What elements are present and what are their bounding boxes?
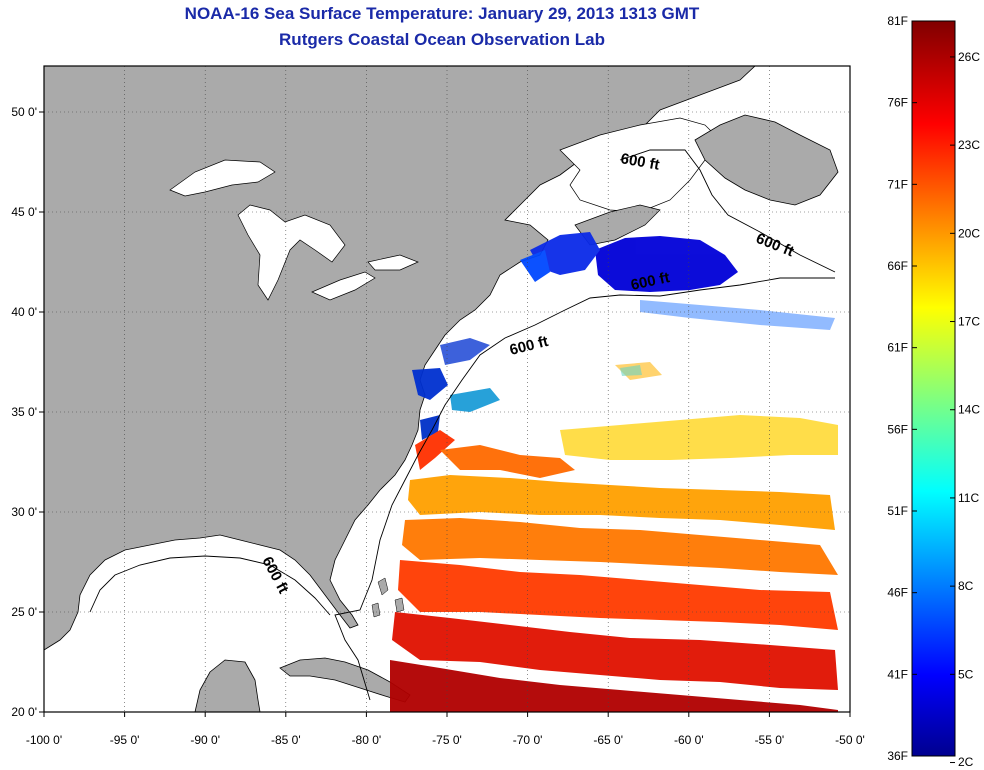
sst-data-layer [390,232,838,712]
colorbar-f-label: 51F [887,504,908,518]
colorbar-f-label: 46F [887,586,908,600]
colorbar-f-label: 41F [887,667,908,681]
lon-tick-label: -70 0' [513,733,543,747]
colorbar-f-label: 76F [887,96,908,110]
colorbar-fahrenheit-labels: 81F 76F 71F 66F 61F 56F 51F 46F 41F 36F [887,14,917,763]
isobath-label-north: 600 ft [619,150,661,174]
colorbar-c-label: 14C [958,403,980,417]
north-america-land [44,66,756,651]
colorbar-c-label: 8C [958,579,974,593]
colorbar-c-label: 20C [958,226,980,240]
map-title: NOAA-16 Sea Surface Temperature: January… [184,4,700,23]
lat-tick-label: 35 0' [11,405,37,419]
lon-tick-label: -50 0' [835,733,865,747]
lon-tick-label: -100 0' [26,733,62,747]
lon-tick-label: -90 0' [190,733,220,747]
yucatan-land [194,659,261,712]
bahamas-land [371,577,405,618]
lake-erie-ontario [311,254,419,301]
colorbar-gradient [911,20,956,757]
colorbar-f-label: 81F [887,14,908,28]
lake-superior [169,159,276,197]
lat-tick-label: 20 0' [11,705,37,719]
lat-tick-label: 40 0' [11,305,37,319]
lon-tick-label: -65 0' [593,733,623,747]
lon-tick-label: -80 0' [352,733,382,747]
colorbar-f-label: 61F [887,341,908,355]
isobath-contour-gulf [89,555,331,616]
colorbar-c-label: 2C [958,755,974,769]
colorbar: 81F 76F 71F 66F 61F 56F 51F 46F 41F 36F 26C 23C 20C… [887,14,980,769]
lon-tick-label: -75 0' [432,733,462,747]
colorbar-c-label: 17C [958,315,980,329]
colorbar-f-label: 36F [887,749,908,763]
lat-tick-label: 45 0' [11,205,37,219]
lon-tick-label: -85 0' [271,733,301,747]
map-subtitle: Rutgers Coastal Ocean Observation Lab [279,30,605,49]
isobath-contour-north [619,149,836,273]
longitude-axis: -100 0' -95 0' -90 0' -85 0' -80 0' -75 0' -70… [26,712,865,747]
colorbar-c-label: 11C [958,491,979,505]
lon-tick-label: -60 0' [674,733,704,747]
lake-michigan-huron [237,204,346,301]
colorbar-c-label: 5C [958,667,974,681]
colorbar-celsius-labels: 26C 23C 20C 17C 14C 11C 8C 5C 2C [950,50,980,769]
colorbar-f-label: 56F [887,422,908,436]
lat-tick-label: 30 0' [11,505,37,519]
colorbar-f-label: 71F [887,177,908,191]
lon-tick-label: -95 0' [110,733,140,747]
colorbar-c-label: 26C [958,50,980,64]
map-panel: 600 ft 600 ft 600 ft 600 ft 600 ft -100 … [11,65,865,747]
lat-tick-label: 25 0' [11,605,37,619]
newfoundland-land [694,114,839,206]
isobath-contour [334,277,835,701]
lat-tick-label: 50 0' [11,105,37,119]
gulf-of-st-lawrence [559,117,721,213]
latitude-axis: 20 0' 25 0' 30 0' 35 0' 40 0' 45 0' 50 0' [11,105,44,719]
lon-tick-label: -55 0' [755,733,785,747]
colorbar-f-label: 66F [887,259,908,273]
colorbar-c-label: 23C [958,138,980,152]
